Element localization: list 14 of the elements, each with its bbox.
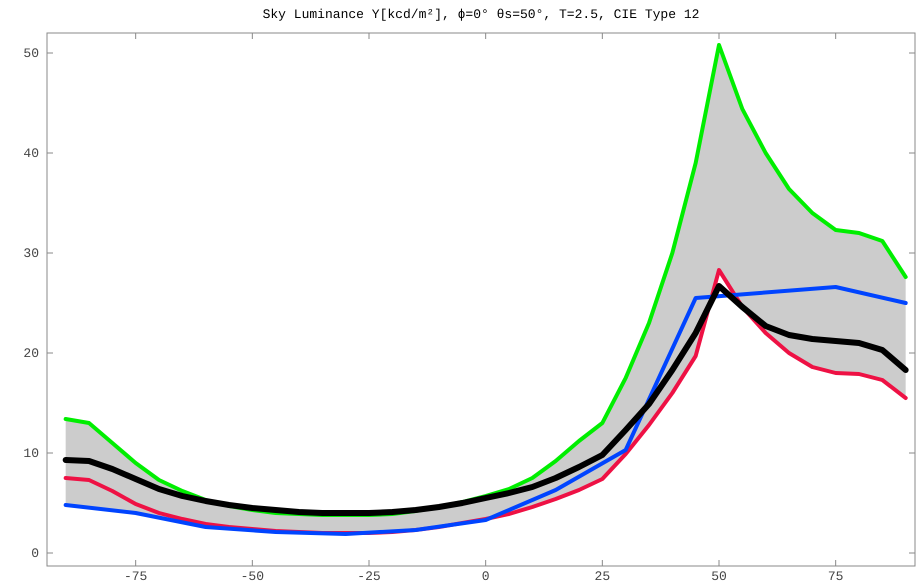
x-tick-label: 0 <box>482 569 490 582</box>
x-tick-label: -50 <box>240 569 264 582</box>
chart-title: Sky Luminance Y[kcd/m²], ϕ=0° θs=50°, T=2.5, CIE Type 12 <box>262 7 700 22</box>
y-tick-label: 40 <box>23 146 39 161</box>
x-tick-label: 75 <box>828 569 844 582</box>
y-tick-label: 0 <box>31 546 39 561</box>
y-tick-label: 50 <box>23 46 39 61</box>
x-tick-label: 25 <box>594 569 610 582</box>
y-tick-label: 10 <box>23 446 39 461</box>
x-tick-label: -25 <box>357 569 381 582</box>
y-tick-label: 20 <box>23 346 39 361</box>
x-tick-label: -75 <box>124 569 148 582</box>
x-tick-label: 50 <box>711 569 727 582</box>
y-tick-label: 30 <box>23 246 39 261</box>
